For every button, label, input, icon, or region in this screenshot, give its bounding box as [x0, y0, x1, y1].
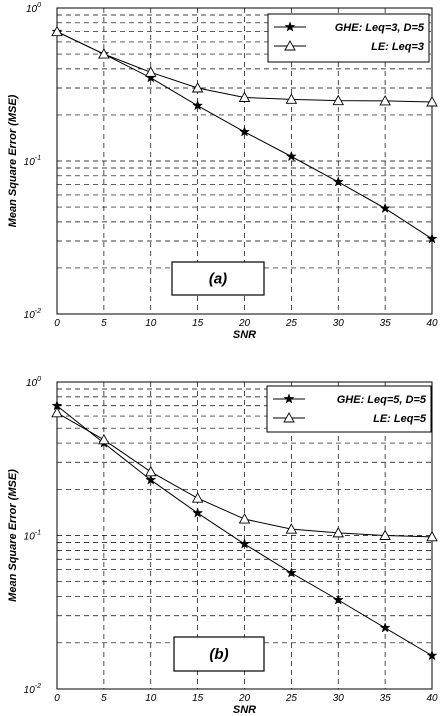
y-tick-exponent: 0 — [37, 376, 41, 383]
data-point-star — [192, 507, 204, 518]
data-point-triangle — [283, 412, 295, 423]
chart-panel-2: 0 5 10 15 20 25 30 35 40 100 10-1 10-2 SNR Mean Squar… — [7, 376, 438, 716]
y-tick-exponent: 0 — [37, 2, 41, 9]
legend-label: GHE: Leq=5, D=5 — [337, 394, 427, 406]
data-point-triangle — [51, 406, 63, 418]
data-point-star — [239, 126, 250, 137]
y-tick-exponent: -2 — [35, 308, 41, 315]
data-point-triangle — [379, 94, 391, 106]
data-point-star — [379, 202, 391, 214]
y-tick-exponent: -2 — [35, 683, 41, 690]
y-tick-exponent: -1 — [35, 155, 41, 162]
annotation-box — [173, 636, 265, 672]
panel-annotation: (b) — [173, 636, 265, 672]
data-point-triangle — [426, 96, 438, 107]
data-point-star — [284, 21, 296, 32]
annotation-label: (a) — [209, 271, 227, 288]
data-point-triangle — [98, 433, 110, 445]
data-point-triangle — [51, 25, 63, 37]
x-axis-label: SNR — [233, 329, 256, 341]
x-tick-label: 20 — [238, 693, 251, 704]
x-tick-label: 0 — [54, 318, 60, 329]
legend-label: LE: Leq=5 — [373, 413, 427, 425]
y-tick-label: 10-2 — [24, 308, 41, 321]
legend-box — [266, 385, 432, 433]
y-tick-label: 100 — [26, 2, 41, 15]
annotation-label: (b) — [209, 646, 228, 663]
x-tick-label: 10 — [145, 693, 157, 704]
panel-annotation: (a) — [171, 261, 265, 296]
x-tick-label: 20 — [238, 318, 251, 329]
data-point-star — [145, 474, 157, 485]
y-tick-exponent: -1 — [35, 530, 41, 537]
data-point-star — [283, 393, 295, 404]
x-axis-label: SNR — [233, 704, 256, 716]
x-tick-label: 35 — [380, 318, 392, 329]
data-point-triangle — [285, 523, 298, 534]
x-tick-label: 25 — [285, 693, 298, 704]
x-tick-label: 30 — [333, 318, 345, 329]
x-tick-label: 0 — [54, 693, 60, 704]
data-point-triangle — [191, 82, 204, 93]
x-tick-label: 15 — [192, 693, 204, 704]
data-point-triangle — [332, 526, 345, 538]
data-point-star — [426, 233, 438, 244]
plot-frame — [56, 7, 433, 315]
series-2 — [51, 25, 438, 107]
legend: GHE: Leq=3, D=5 LE: Leq=3 — [267, 13, 430, 63]
annotation-box — [171, 261, 265, 296]
legend-label: LE: Leq=3 — [371, 41, 424, 53]
series-1 — [51, 400, 438, 661]
data-point-triangle — [332, 94, 345, 106]
data-point-triangle — [98, 48, 110, 59]
x-tick-label: 25 — [285, 318, 298, 329]
data-point-triangle — [238, 91, 251, 102]
x-tick-label: 10 — [145, 318, 157, 329]
data-point-star — [285, 567, 297, 578]
data-point-star — [285, 150, 297, 162]
data-point-star — [379, 622, 391, 633]
data-point-star — [239, 538, 250, 549]
series-2 — [51, 406, 438, 542]
y-tick-label: 10-1 — [24, 155, 41, 168]
data-point-triangle — [144, 66, 157, 77]
data-point-star — [332, 176, 344, 187]
data-point-triangle — [144, 465, 157, 477]
data-point-triangle — [285, 93, 298, 104]
x-tick-label: 5 — [101, 318, 107, 329]
data-point-star — [426, 649, 438, 661]
x-tick-label: 5 — [101, 693, 107, 704]
data-point-triangle — [379, 529, 391, 540]
y-tick-label: 10-2 — [24, 683, 41, 696]
data-point-star — [192, 99, 204, 111]
data-point-triangle — [238, 513, 251, 524]
data-point-triangle — [426, 530, 438, 542]
y-axis-label: Mean Square Error (MSE) — [7, 469, 19, 602]
chart-panel-1: 0 5 10 15 20 25 30 35 40 100 10-1 10-2 SNR Mean Squar… — [7, 2, 438, 341]
x-tick-label: 35 — [380, 693, 392, 704]
data-point-triangle — [191, 492, 204, 503]
x-tick-label: 15 — [192, 318, 204, 329]
x-tick-label: 40 — [426, 693, 438, 704]
data-point-triangle — [284, 40, 296, 51]
y-tick-label: 10-1 — [24, 530, 41, 543]
legend: GHE: Leq=5, D=5 LE: Leq=5 — [266, 385, 432, 433]
y-axis-label: Mean Square Error (MSE) — [7, 94, 19, 227]
legend-label: GHE: Leq=3, D=5 — [335, 22, 425, 34]
x-tick-label: 40 — [426, 318, 438, 329]
data-point-star — [332, 594, 344, 605]
legend-box — [267, 13, 430, 63]
x-tick-label: 30 — [333, 693, 345, 704]
y-tick-label: 100 — [26, 376, 41, 389]
